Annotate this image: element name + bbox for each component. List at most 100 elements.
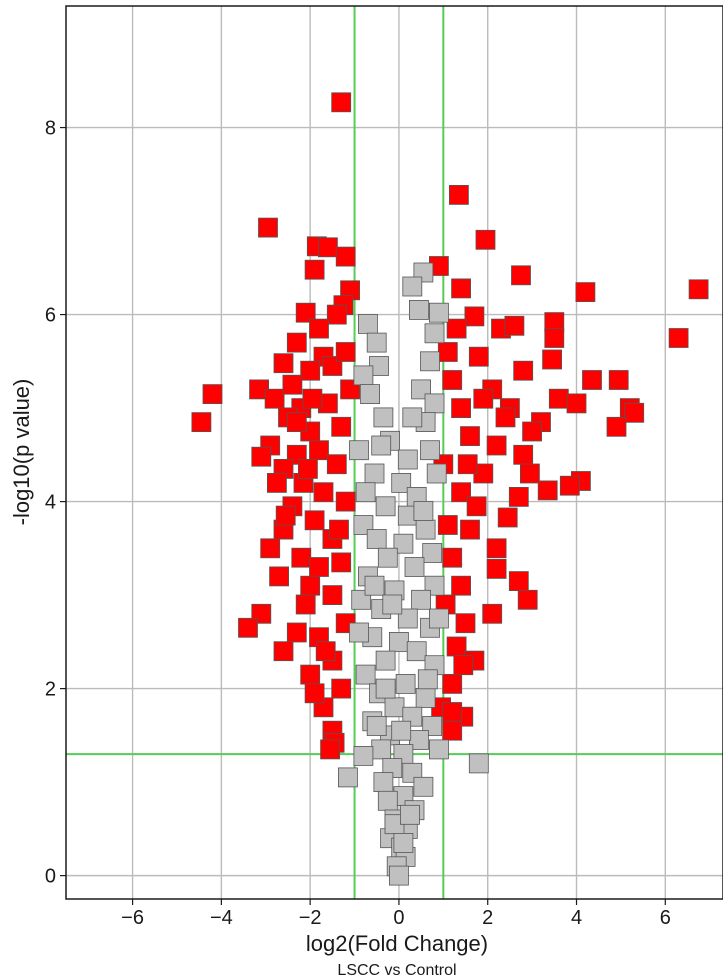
significant-point (335, 491, 356, 512)
nonsignificant-point (397, 449, 418, 470)
significant-point (482, 603, 503, 624)
nonsignificant-point (355, 482, 376, 503)
significant-point (508, 486, 529, 507)
significant-point (624, 402, 645, 423)
significant-point (606, 416, 627, 437)
significant-point (282, 374, 303, 395)
significant-point (455, 613, 476, 634)
nonsignificant-point (393, 833, 414, 853)
significant-point (575, 282, 596, 303)
x-tick-label: 2 (482, 907, 493, 929)
nonsignificant-point (377, 790, 398, 811)
x-tick-label: −2 (299, 907, 322, 929)
nonsignificant-point (377, 547, 398, 568)
nonsignificant-point (393, 533, 414, 554)
significant-point (464, 306, 485, 327)
significant-point (273, 641, 294, 662)
y-tick-label: 4 (45, 492, 56, 514)
significant-point (331, 552, 352, 573)
nonsignificant-point (400, 804, 420, 825)
data-points (191, 92, 709, 886)
significant-point (300, 360, 321, 381)
significant-point (286, 412, 307, 433)
significant-point (331, 92, 352, 113)
significant-point (286, 622, 307, 643)
significant-point (442, 547, 463, 568)
significant-point (291, 547, 312, 568)
significant-point (442, 720, 463, 741)
nonsignificant-point (388, 865, 409, 886)
nonsignificant-point (353, 746, 374, 766)
nonsignificant-point (413, 500, 434, 521)
significant-point (582, 370, 602, 390)
significant-point (504, 315, 525, 336)
y-tick-label: 8 (45, 118, 56, 140)
significant-point (320, 739, 341, 760)
significant-point (437, 515, 458, 535)
significant-point (559, 475, 580, 496)
significant-point (309, 440, 329, 461)
nonsignificant-point (388, 632, 409, 652)
nonsignificant-point (371, 435, 392, 456)
x-axis-title: log2(Fold Change) (306, 931, 488, 956)
significant-point (608, 370, 629, 390)
significant-point (258, 217, 278, 238)
nonsignificant-point (391, 720, 412, 741)
chart-subtitle: LSCC vs Control (337, 962, 456, 979)
nonsignificant-point (415, 519, 436, 540)
significant-point (688, 279, 709, 300)
nonsignificant-point (364, 463, 385, 484)
nonsignificant-point (424, 323, 445, 344)
nonsignificant-point (428, 739, 449, 760)
significant-point (537, 480, 558, 501)
nonsignificant-point (366, 332, 387, 353)
x-tick-label: 6 (660, 907, 671, 929)
nonsignificant-point (408, 299, 429, 320)
significant-point (460, 519, 480, 540)
nonsignificant-point (424, 393, 445, 414)
significant-point (273, 353, 294, 374)
significant-point (260, 538, 281, 559)
significant-point (460, 426, 480, 447)
significant-point (566, 393, 587, 414)
significant-point (486, 538, 507, 559)
significant-point (264, 388, 285, 409)
significant-point (446, 636, 467, 657)
significant-point (313, 482, 334, 503)
significant-point (486, 435, 507, 456)
nonsignificant-point (468, 753, 489, 774)
nonsignificant-point (420, 351, 440, 372)
significant-point (238, 617, 258, 638)
significant-point (451, 575, 472, 596)
significant-point (202, 384, 223, 405)
significant-point (295, 302, 316, 323)
significant-point (497, 507, 518, 528)
significant-point (297, 458, 318, 479)
significant-point (300, 664, 321, 685)
significant-point (304, 259, 325, 280)
nonsignificant-point (349, 440, 369, 461)
significant-point (517, 589, 538, 610)
nonsignificant-point (404, 557, 425, 577)
nonsignificant-point (375, 678, 396, 699)
significant-point (331, 678, 352, 699)
nonsignificant-point (375, 650, 396, 671)
significant-point (335, 342, 356, 362)
significant-point (451, 398, 472, 419)
significant-point (475, 229, 496, 250)
nonsignificant-point (384, 697, 405, 718)
nonsignificant-point (366, 529, 387, 549)
significant-point (329, 519, 349, 540)
significant-point (548, 388, 569, 409)
significant-point (269, 566, 290, 587)
significant-point (457, 454, 478, 475)
nonsignificant-point (395, 674, 416, 694)
significant-point (251, 446, 272, 467)
nonsignificant-point (373, 407, 394, 428)
x-tick-label: −6 (121, 907, 144, 929)
significant-point (442, 370, 463, 390)
significant-point (191, 412, 212, 433)
significant-point (315, 641, 336, 662)
y-axis-title: -log10(p value) (9, 379, 34, 526)
significant-point (442, 674, 463, 694)
